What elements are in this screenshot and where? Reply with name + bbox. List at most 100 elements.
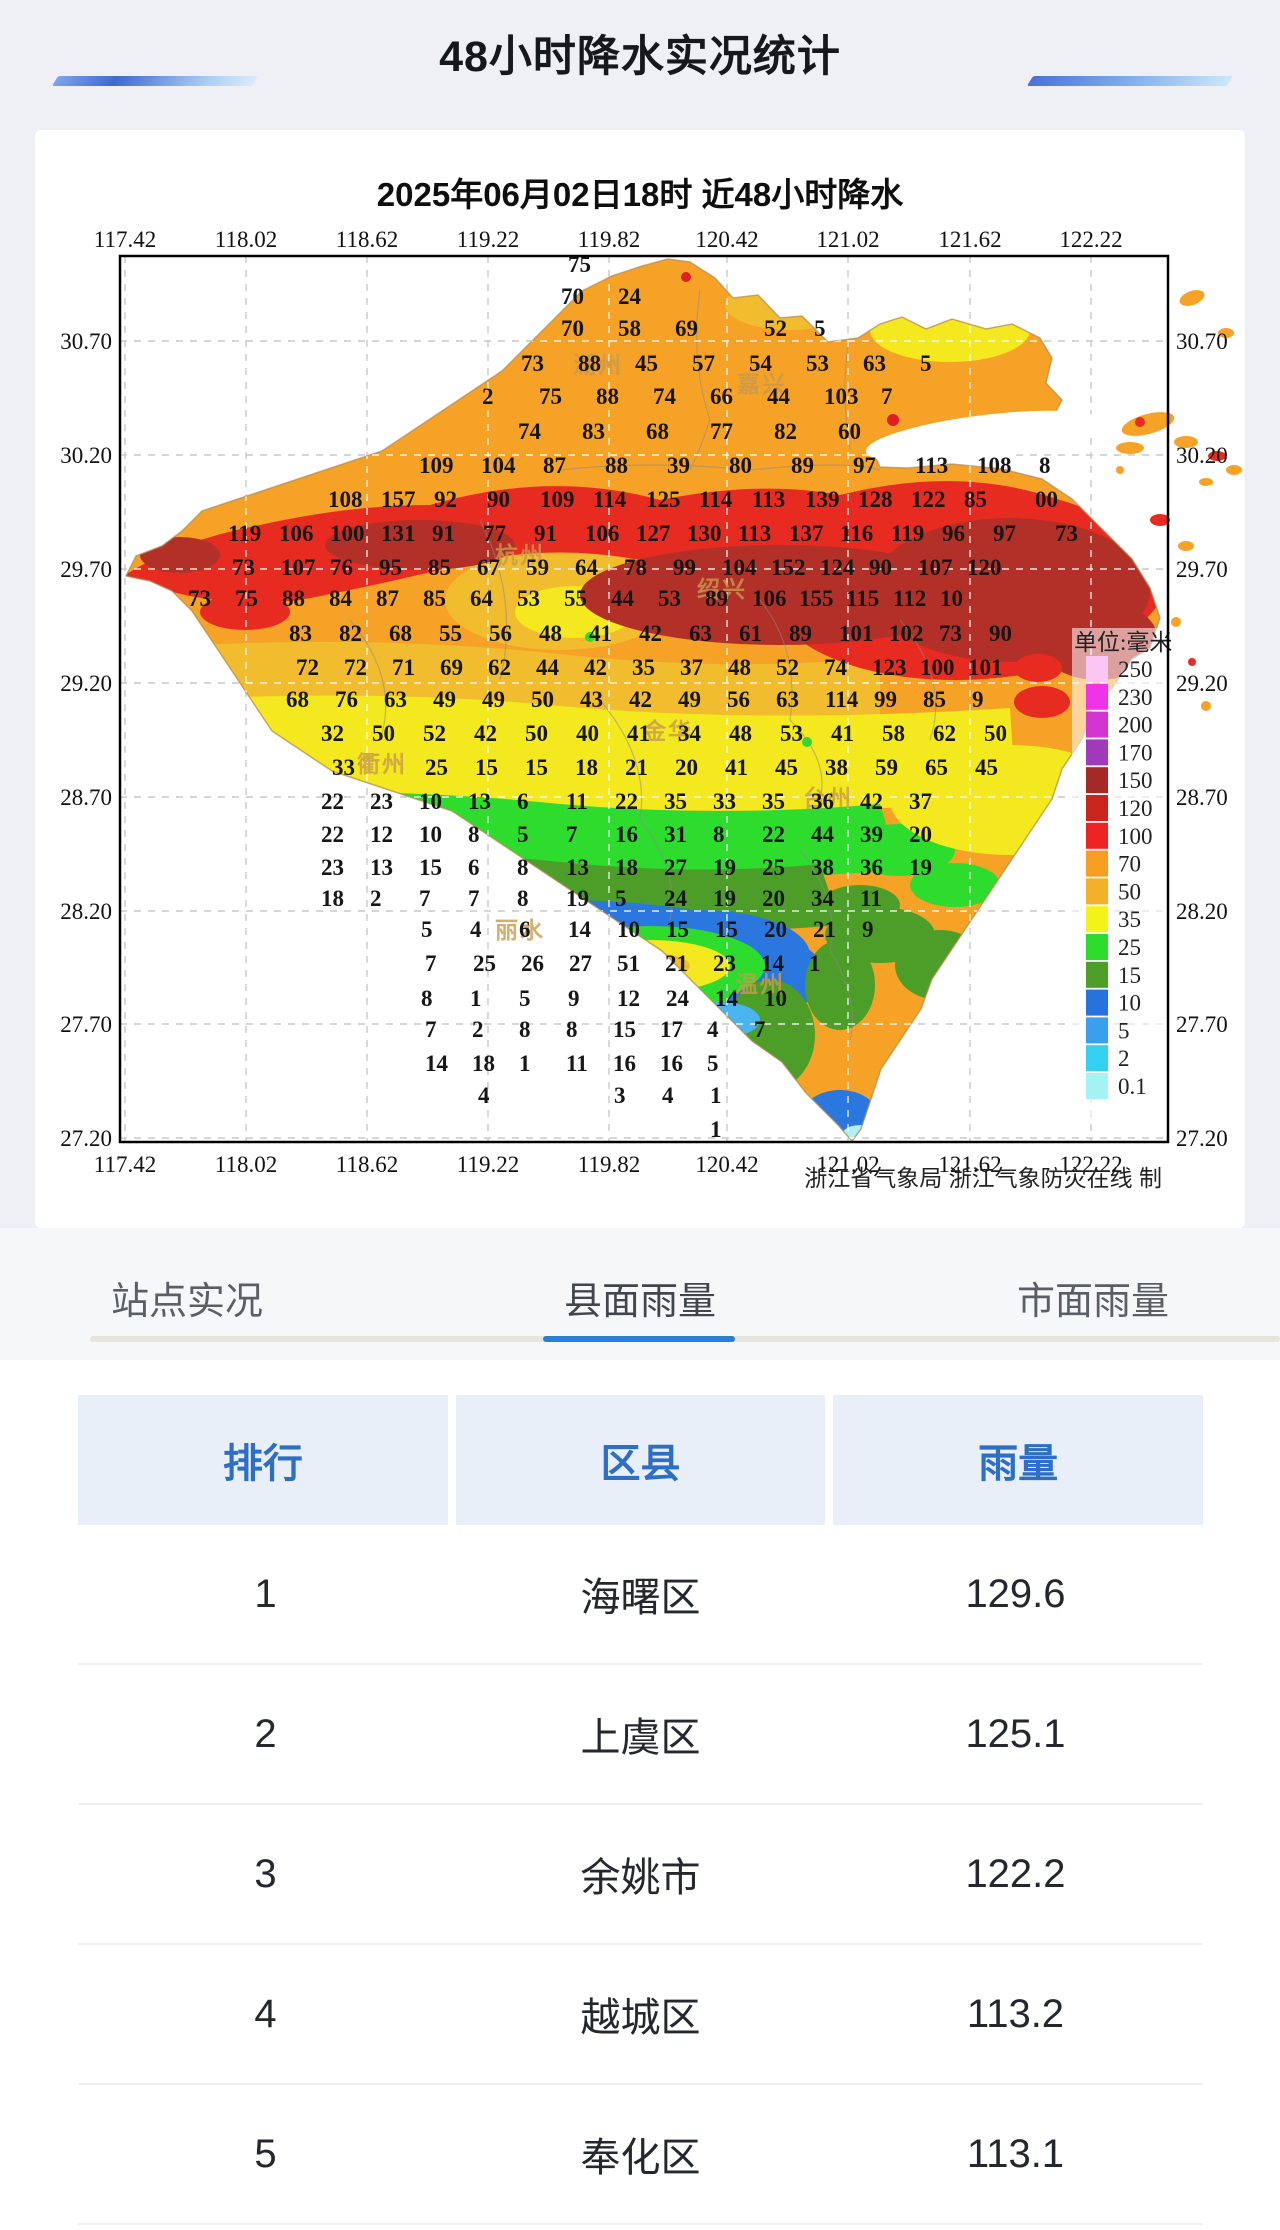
station-value: 74 [518,419,542,444]
station-value: 89 [789,621,812,646]
legend-value: 5 [1118,1018,1130,1043]
y-tick-right: 29.20 [1176,671,1228,696]
station-value: 34 [678,721,702,746]
station-value: 5 [517,822,529,847]
station-value: 83 [582,419,605,444]
station-value: 57 [692,351,715,376]
x-tick-bottom: 118.62 [336,1152,398,1177]
station-value: 97 [993,521,1016,546]
station-value: 63 [863,351,886,376]
station-value: 53 [517,586,540,611]
station-value: 91 [534,521,557,546]
station-value: 13 [468,789,491,814]
station-value: 27 [569,951,592,976]
legend-swatch [1086,934,1108,960]
station-value: 50 [531,687,554,712]
x-tick-bottom: 120.42 [695,1152,758,1177]
station-value: 91 [432,521,455,546]
station-value: 20 [909,822,932,847]
station-value: 35 [762,789,785,814]
cell-rainfall: 113.2 [966,1991,1065,2036]
legend-value: 250 [1118,657,1153,682]
legend-swatch [1086,989,1108,1016]
station-value: 38 [811,855,834,880]
station-value: 25 [425,755,448,780]
legend-value: 35 [1118,907,1141,932]
station-value: 19 [566,886,589,911]
station-value: 74 [653,384,677,409]
y-tick-right: 28.70 [1176,785,1228,810]
station-value: 7 [425,951,437,976]
cell-rank: 4 [254,1991,277,2036]
station-value: 53 [658,586,681,611]
station-value: 15 [475,755,498,780]
station-value: 14 [761,951,785,976]
station-value: 88 [596,384,619,409]
station-value: 23 [370,789,393,814]
station-value: 13 [370,855,393,880]
station-value: 120 [967,555,1002,580]
tab-city-rainfall[interactable]: 市面雨量 [1016,1281,1170,1323]
station-value: 89 [791,453,814,478]
city-label: 绍兴 [697,576,747,602]
station-value: 41 [589,621,612,646]
station-value: 42 [860,789,883,814]
y-tick-left: 27.70 [60,1012,112,1037]
station-value: 2 [472,1017,484,1042]
cell-rainfall: 125.1 [965,1711,1066,1756]
station-value: 50 [525,721,548,746]
station-value: 44 [811,822,835,847]
station-value: 112 [893,586,926,611]
station-value: 15 [666,917,689,942]
y-tick-left: 28.20 [60,899,112,924]
hangzhou-bay-water [865,410,1105,464]
tab-station-live[interactable]: 站点实况 [110,1281,264,1323]
station-value: 80 [729,453,752,478]
station-value: 90 [487,487,510,512]
legend-value: 70 [1118,852,1141,877]
station-value: 68 [286,687,309,712]
x-tick-top: 118.62 [336,227,398,252]
station-value: 128 [858,487,893,512]
cell-rainfall: 129.6 [965,1571,1066,1616]
station-value: 4 [707,1017,719,1042]
y-tick-left: 30.70 [60,329,112,354]
active-tab-underline [543,1336,735,1342]
station-value: 20 [675,755,698,780]
station-value: 63 [689,621,712,646]
station-value: 9 [568,986,580,1011]
station-value: 39 [860,822,883,847]
station-value: 100 [920,655,955,680]
table-header-region: 区县 [455,1395,826,1525]
station-value: 35 [632,655,655,680]
station-value: 92 [434,487,457,512]
station-value: 64 [470,586,494,611]
station-value: 35 [664,789,687,814]
legend-swatch [1086,961,1108,988]
station-value: 6 [468,855,480,880]
station-value: 90 [989,621,1012,646]
legend-swatch [1086,1017,1108,1044]
station-value: 16 [660,1051,683,1076]
tab-county-rainfall[interactable]: 县面雨量 [563,1281,717,1323]
station-value: 21 [665,951,688,976]
station-value: 12 [617,986,640,1011]
station-value: 65 [925,755,948,780]
station-value: 107 [281,555,316,580]
title-swoosh-right-decoration [1026,76,1234,86]
station-value: 18 [615,855,638,880]
station-value: 23 [321,855,344,880]
city-label: 湖州 [573,352,623,378]
city-label: 杭州 [495,542,545,568]
station-value: 8 [517,886,529,911]
cell-rank: 1 [254,1571,277,1616]
station-value: 4 [662,1083,674,1108]
y-tick-left: 27.20 [60,1126,112,1151]
legend-swatch [1086,1073,1108,1099]
legend-value: 200 [1118,713,1153,738]
station-value: 155 [799,586,834,611]
station-value: 18 [472,1051,495,1076]
city-label: 丽水 [495,917,545,943]
